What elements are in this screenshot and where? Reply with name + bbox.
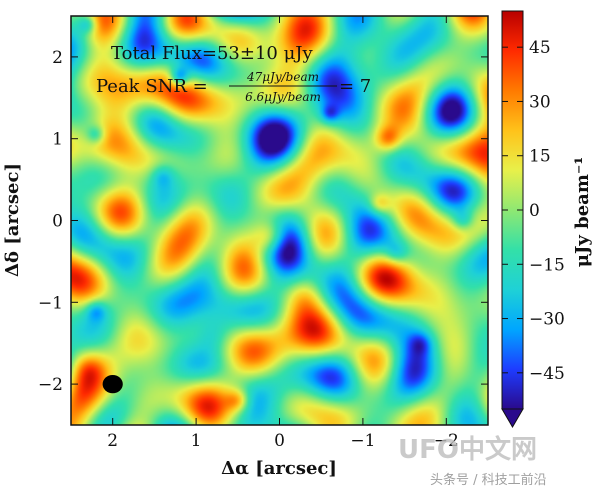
colorbar-label: μJy beam⁻¹ <box>572 157 593 268</box>
y-tick-label: 0 <box>52 212 63 232</box>
colorbar-ticks: 45 30 15 0 −15 −30 −45 <box>502 38 565 384</box>
y-axis-label: Δδ [arcsec] <box>2 163 23 277</box>
colorbar-extend-triangle <box>501 408 524 428</box>
y-tick-label: 2 <box>52 48 63 68</box>
watermark: UFO中文网 头条号 / 科技工前沿 <box>398 434 547 488</box>
y-tick-label: −1 <box>38 293 63 313</box>
colorbar: 45 30 15 0 −15 −30 −45 μJy beam⁻¹ <box>501 10 593 428</box>
x-tick-label: −1 <box>350 431 375 451</box>
x-axis-label: Δα [arcsec] <box>221 458 337 479</box>
colorbar-tick-label: 0 <box>529 201 540 221</box>
y-tick-label: 1 <box>52 130 63 150</box>
snr-suffix-text: = 7 <box>339 76 371 97</box>
colorbar-tick-label: −30 <box>529 310 565 330</box>
beam-ellipse <box>102 374 123 394</box>
heatmap-image <box>71 16 488 425</box>
x-tick-label: 0 <box>274 431 285 451</box>
colorbar-tick-label: 30 <box>529 92 551 112</box>
y-tick-label: −2 <box>38 375 63 395</box>
colorbar-tick-label: 15 <box>529 147 551 167</box>
x-tick-label: −2 <box>434 431 459 451</box>
heatmap-area <box>70 15 489 426</box>
x-tick-label: 1 <box>191 431 202 451</box>
watermark-logo: UFO中文网 <box>398 434 537 465</box>
total-flux-text: Total Flux=53±10 μJy <box>111 43 313 64</box>
y-axis: 2 1 0 −1 −2 <box>38 48 488 395</box>
colorbar-tick-label: 45 <box>529 38 551 58</box>
colorbar-tick-label: −45 <box>529 364 565 384</box>
colorbar-tick-label: −15 <box>529 255 565 275</box>
snr-prefix-text: Peak SNR = <box>96 76 208 97</box>
flux-annotation: Total Flux=53±10 μJy Peak SNR = 47μJy/be… <box>96 43 371 104</box>
watermark-caption: 头条号 / 科技工前沿 <box>430 472 547 488</box>
snr-denominator-text: 6.6μJy/beam <box>245 90 321 104</box>
x-axis: 2 1 0 −1 −2 <box>107 16 459 451</box>
snr-numerator-text: 47μJy/beam <box>246 70 319 84</box>
x-tick-label: 2 <box>107 431 118 451</box>
